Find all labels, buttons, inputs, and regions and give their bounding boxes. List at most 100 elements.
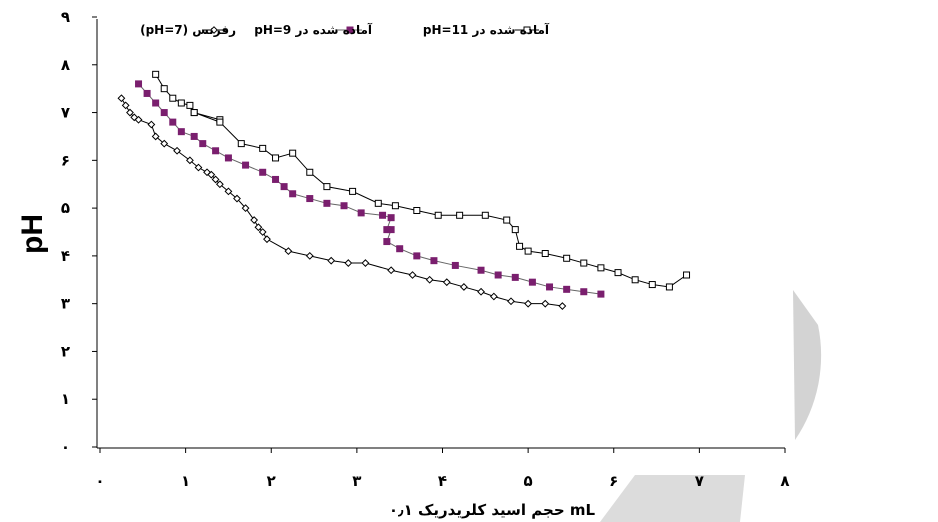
- series-2-point: [153, 100, 159, 106]
- series-2-point: [512, 274, 518, 280]
- series-2-point: [397, 246, 403, 252]
- series-1-point: [491, 293, 497, 299]
- series-1-point: [525, 300, 531, 306]
- y-tick-label: ۵: [61, 199, 70, 217]
- series-3-point: [161, 86, 167, 92]
- series-2-point: [290, 191, 296, 197]
- series-1-point: [122, 102, 128, 108]
- series-3-point: [457, 212, 463, 218]
- series-3-point: [504, 217, 510, 223]
- series-2-point: [581, 289, 587, 295]
- series-1-point: [328, 257, 334, 263]
- series-3-point: [375, 200, 381, 206]
- series-2-point: [529, 279, 535, 285]
- series-2-point: [380, 212, 386, 218]
- series-2-point: [564, 286, 570, 292]
- series-3-point: [238, 141, 244, 147]
- series-3-point: [512, 227, 518, 233]
- series-3-point: [392, 203, 398, 209]
- y-tick-label: ۳: [61, 295, 70, 313]
- series-1-point: [559, 303, 565, 309]
- legend-label-2: آماده شده در pH=9: [254, 22, 373, 37]
- series-2-point: [495, 272, 501, 278]
- y-axis-label: pH: [16, 214, 49, 254]
- series-3-point: [260, 145, 266, 151]
- series-2-point: [452, 262, 458, 268]
- series-3-point: [350, 188, 356, 194]
- series-3-point: [191, 110, 197, 116]
- x-tick-label: ۶: [609, 472, 618, 490]
- y-tick-label: ۶: [61, 151, 70, 169]
- series-3-point: [525, 248, 531, 254]
- series-1-point: [362, 260, 368, 266]
- series-2-point: [273, 176, 279, 182]
- y-tick-label: ۲: [61, 342, 70, 360]
- series-3-point: [564, 255, 570, 261]
- series-1-point: [345, 260, 351, 266]
- series-2-point: [191, 133, 197, 139]
- y-tick-label: ۹: [61, 8, 70, 26]
- series-1-point: [409, 272, 415, 278]
- series-3-point: [482, 212, 488, 218]
- x-tick-label: ۲: [267, 472, 276, 490]
- series-2-point: [200, 141, 206, 147]
- x-tick-label: ۰: [95, 472, 104, 490]
- series-2-point: [161, 110, 167, 116]
- series-2-point: [324, 200, 330, 206]
- axes: [97, 19, 785, 448]
- series-1-point: [508, 298, 514, 304]
- series-3-point: [414, 208, 420, 214]
- series-1-point: [307, 253, 313, 259]
- series-2-line: [139, 84, 601, 294]
- series-1-point: [264, 236, 270, 242]
- series-2-point: [136, 81, 142, 87]
- series-2-point: [260, 169, 266, 175]
- x-tick-label: ۱: [181, 472, 190, 490]
- series-2-point: [547, 284, 553, 290]
- series-1-point: [251, 217, 257, 223]
- series-2-point: [384, 239, 390, 245]
- y-tick-label: ۴: [61, 247, 70, 265]
- series-3-point: [273, 155, 279, 161]
- series-1-point: [285, 248, 291, 254]
- x-axis-label: حجم اسید کلریدریک ۰٫۱ mL: [389, 501, 596, 519]
- series-3-point: [178, 100, 184, 106]
- x-tick-label: ۷: [695, 472, 704, 490]
- series-1-point: [148, 121, 154, 127]
- series-3-point: [632, 277, 638, 283]
- series-1-point: [461, 284, 467, 290]
- series-2-point: [170, 119, 176, 125]
- series-2-point: [178, 129, 184, 135]
- series-3-point: [598, 265, 604, 271]
- series-3-line: [156, 74, 687, 287]
- series-3-point: [170, 95, 176, 101]
- series-2-point: [341, 203, 347, 209]
- x-tick-label: ۸: [780, 472, 789, 490]
- series-2-point: [307, 196, 313, 202]
- watermark-arc-lower: [600, 475, 745, 522]
- series-3-point: [684, 272, 690, 278]
- series-1-point: [388, 267, 394, 273]
- series-2-point: [598, 291, 604, 297]
- series-2-point: [388, 227, 394, 233]
- series-1-point: [444, 279, 450, 285]
- series-3-point: [217, 119, 223, 125]
- series-3-point: [153, 71, 159, 77]
- y-tick-label: ۰: [61, 438, 70, 456]
- legend-label-3: آماده شده در pH=11: [423, 22, 550, 37]
- legend: (pH=7) رفرنس آماده شده در pH=9 آماده شده د…: [140, 22, 550, 37]
- series-1-point: [478, 289, 484, 295]
- x-tick-label: ۵: [524, 472, 533, 490]
- x-tick-label: ۳: [352, 472, 361, 490]
- watermark-arc: [793, 290, 821, 440]
- series-3-point: [187, 102, 193, 108]
- series-3-point: [517, 243, 523, 249]
- series-2-point: [213, 148, 219, 154]
- y-tick-label: ۸: [61, 56, 70, 74]
- series-3-point: [615, 270, 621, 276]
- y-axis-ticks: ۰۱۲۳۴۵۶۷۸۹: [61, 8, 97, 456]
- series-2-point: [388, 215, 394, 221]
- y-tick-label: ۷: [61, 104, 70, 122]
- series-2-point: [281, 184, 287, 190]
